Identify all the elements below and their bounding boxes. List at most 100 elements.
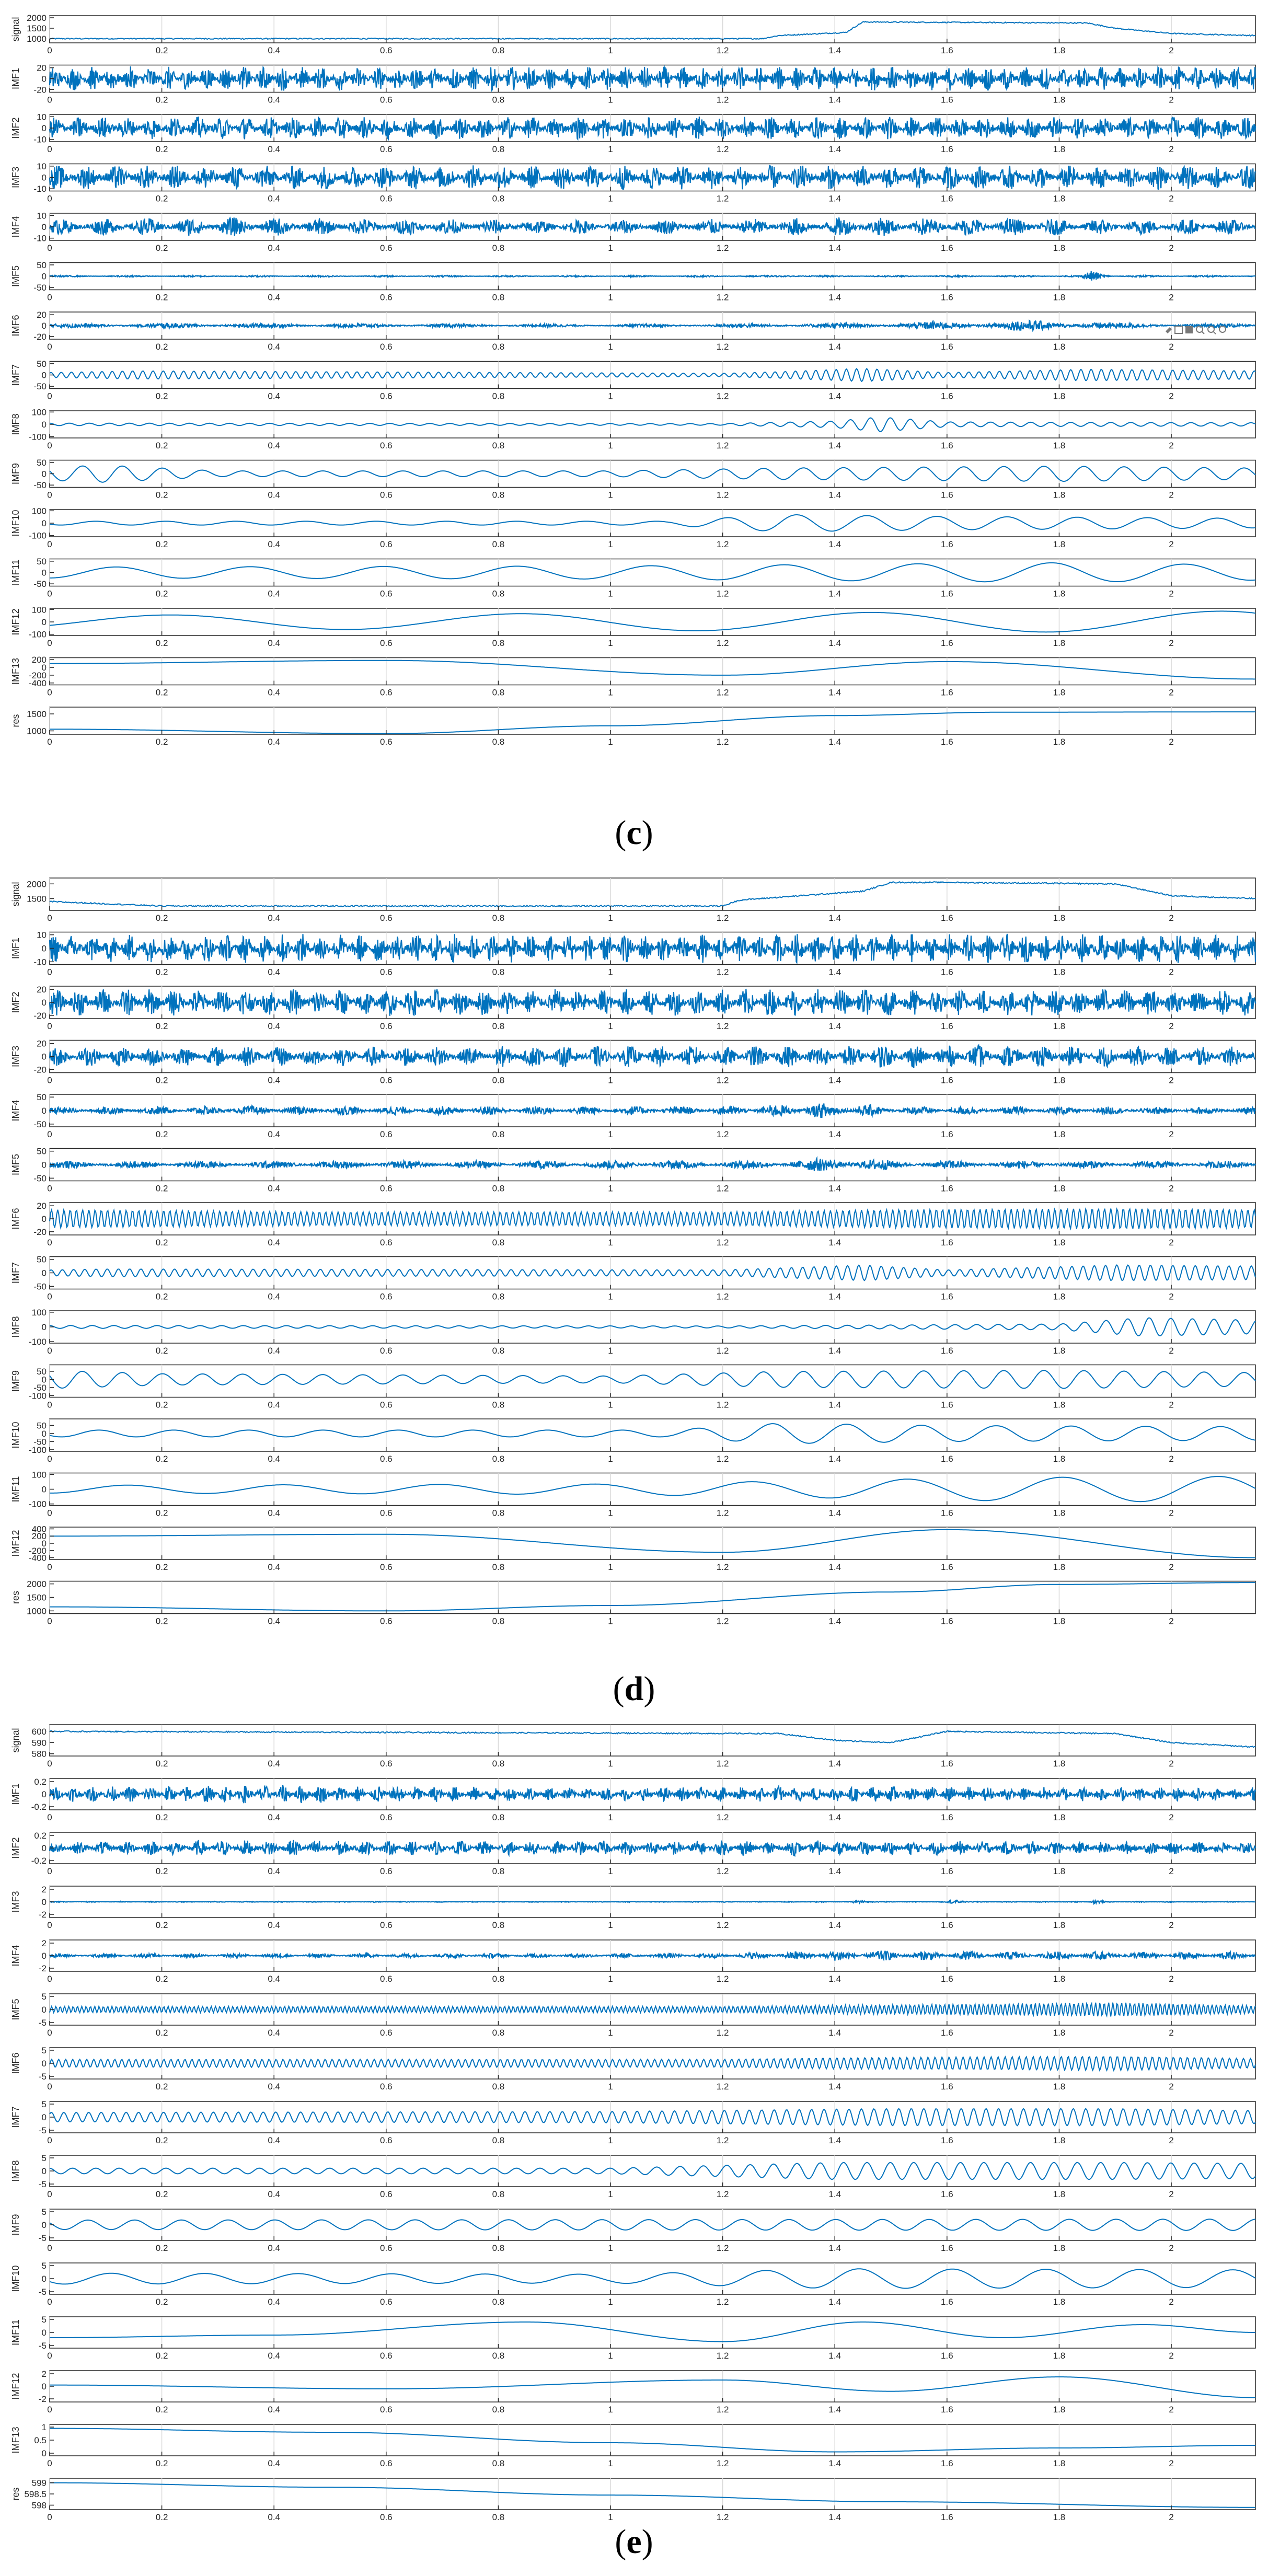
x-tick-label: 1.4 <box>828 1920 841 1930</box>
x-tick-label: 1.6 <box>941 342 953 352</box>
x-tick-label: 1.2 <box>717 490 729 500</box>
y-tick-label: 400 <box>32 1524 47 1534</box>
axes-box <box>49 877 1256 911</box>
axes-box <box>49 558 1256 587</box>
series-line-res <box>50 2482 1255 2508</box>
series-line-imf5 <box>49 271 1256 281</box>
x-tick-label: 0.4 <box>268 1400 280 1410</box>
x-tick-label: 1.4 <box>828 2135 841 2145</box>
y-tick-label: 200 <box>32 1531 47 1541</box>
x-tick-label: 0.2 <box>156 2458 168 2468</box>
y-tick-label: -50 <box>33 382 47 391</box>
x-tick-label: 1.2 <box>717 1184 729 1194</box>
y-tick-label: 100 <box>32 1470 47 1480</box>
series-line-imf1 <box>49 65 1257 93</box>
y-tick-label: 0 <box>42 2005 47 2015</box>
x-tick-label: 2 <box>1169 391 1173 401</box>
y-tick-label: -50 <box>33 1281 47 1291</box>
x-tick-label: 0.4 <box>268 2189 280 2199</box>
y-tick-label: 200 <box>32 655 47 665</box>
x-tick-label: 1 <box>608 1184 613 1194</box>
series-label: IMF13 <box>10 658 21 685</box>
y-tick-label: 0 <box>42 2448 47 2458</box>
x-tick-label: 1.2 <box>717 2458 729 2468</box>
x-tick-label: 1.8 <box>1053 2135 1066 2145</box>
series-label: IMF12 <box>10 2373 21 2399</box>
x-tick-label: 1.2 <box>717 1562 729 1572</box>
axes-box <box>49 410 1256 438</box>
x-tick-label: 0.6 <box>380 589 393 599</box>
y-tick-label: -0.2 <box>31 1802 47 1812</box>
x-tick-label: 0.4 <box>268 293 280 303</box>
x-tick-label: 0.2 <box>156 2243 168 2253</box>
x-tick-label: 0.2 <box>156 45 168 55</box>
zoom-out-icon[interactable] <box>1207 326 1216 334</box>
x-tick-label: 0.8 <box>492 1812 505 1822</box>
y-tick-label: 20 <box>37 1039 47 1049</box>
x-tick-label: 0.6 <box>380 293 393 303</box>
y-tick-label: 100 <box>32 506 47 516</box>
y-tick-label: 50 <box>37 557 47 567</box>
x-tick-label: 1.4 <box>828 391 841 401</box>
series-line-imf2 <box>49 116 1257 141</box>
panel-label-c: (c) <box>615 814 653 852</box>
zoom-in-icon[interactable] <box>1196 326 1205 334</box>
series-line-imf2 <box>49 988 1257 1016</box>
x-tick-label: 2 <box>1169 1021 1173 1031</box>
x-tick-label: 1.6 <box>941 441 953 450</box>
brush-icon[interactable] <box>1166 327 1172 333</box>
axes-box <box>49 2370 1256 2402</box>
y-tick-label: -10 <box>33 184 47 194</box>
x-tick-label: 0.4 <box>268 243 280 253</box>
series-label: IMF3 <box>10 1891 21 1912</box>
x-tick-label: 0.6 <box>380 2243 393 2253</box>
y-tick-label: -100 <box>29 531 47 541</box>
x-tick-label: 2 <box>1169 1866 1173 1876</box>
y-tick-label: -5 <box>39 2341 47 2351</box>
series-line-imf8 <box>49 2162 1256 2180</box>
series-label: IMF6 <box>10 2052 21 2074</box>
x-tick-label: 1 <box>608 1616 613 1626</box>
axes-toolbar[interactable] <box>1166 326 1226 334</box>
series-line-imf5 <box>49 1156 1256 1171</box>
series-label: IMF5 <box>10 265 21 287</box>
home-icon[interactable] <box>1219 326 1226 333</box>
x-tick-label: 1 <box>608 342 613 352</box>
x-tick-label: 1.4 <box>828 2028 841 2038</box>
x-tick-label: 0.4 <box>268 1920 280 1930</box>
y-tick-label: -200 <box>29 1546 47 1556</box>
x-tick-label: 1.8 <box>1053 1238 1066 1247</box>
x-tick-label: 0.4 <box>268 688 280 698</box>
x-tick-label: 0.6 <box>380 1508 393 1518</box>
y-tick-label: 0 <box>42 74 47 84</box>
x-tick-label: 0.2 <box>156 1759 168 1769</box>
x-tick-label: 0.2 <box>156 688 168 698</box>
x-tick-label: 0.6 <box>380 2297 393 2307</box>
x-tick-label: 0.8 <box>492 2028 505 2038</box>
x-tick-label: 0.2 <box>156 2082 168 2092</box>
x-tick-label: 0 <box>47 1759 52 1769</box>
x-tick-label: 0.4 <box>268 1292 280 1302</box>
series-line-imf10 <box>49 1423 1256 1444</box>
x-tick-label: 1.8 <box>1053 95 1066 105</box>
y-tick-label: 5 <box>42 2315 47 2325</box>
x-tick-label: 1 <box>608 1759 613 1769</box>
series-label: IMF5 <box>10 1154 21 1175</box>
data-tips-icon[interactable] <box>1174 326 1183 334</box>
y-tick-label: 2 <box>42 1938 47 1948</box>
x-tick-label: 2 <box>1169 95 1173 105</box>
x-tick-label: 0.2 <box>156 1866 168 1876</box>
y-tick-label: 10 <box>37 211 47 221</box>
x-tick-label: 0.4 <box>268 1616 280 1626</box>
series-line-imf3 <box>49 1899 1256 1905</box>
pan-icon[interactable] <box>1185 326 1193 333</box>
x-tick-label: 0.4 <box>268 1184 280 1194</box>
x-tick-label: 1 <box>608 1400 613 1410</box>
x-tick-label: 1.6 <box>941 1974 953 1984</box>
x-tick-label: 1.4 <box>828 1866 841 1876</box>
x-tick-label: 0.6 <box>380 1076 393 1085</box>
series-label: IMF6 <box>10 1208 21 1229</box>
